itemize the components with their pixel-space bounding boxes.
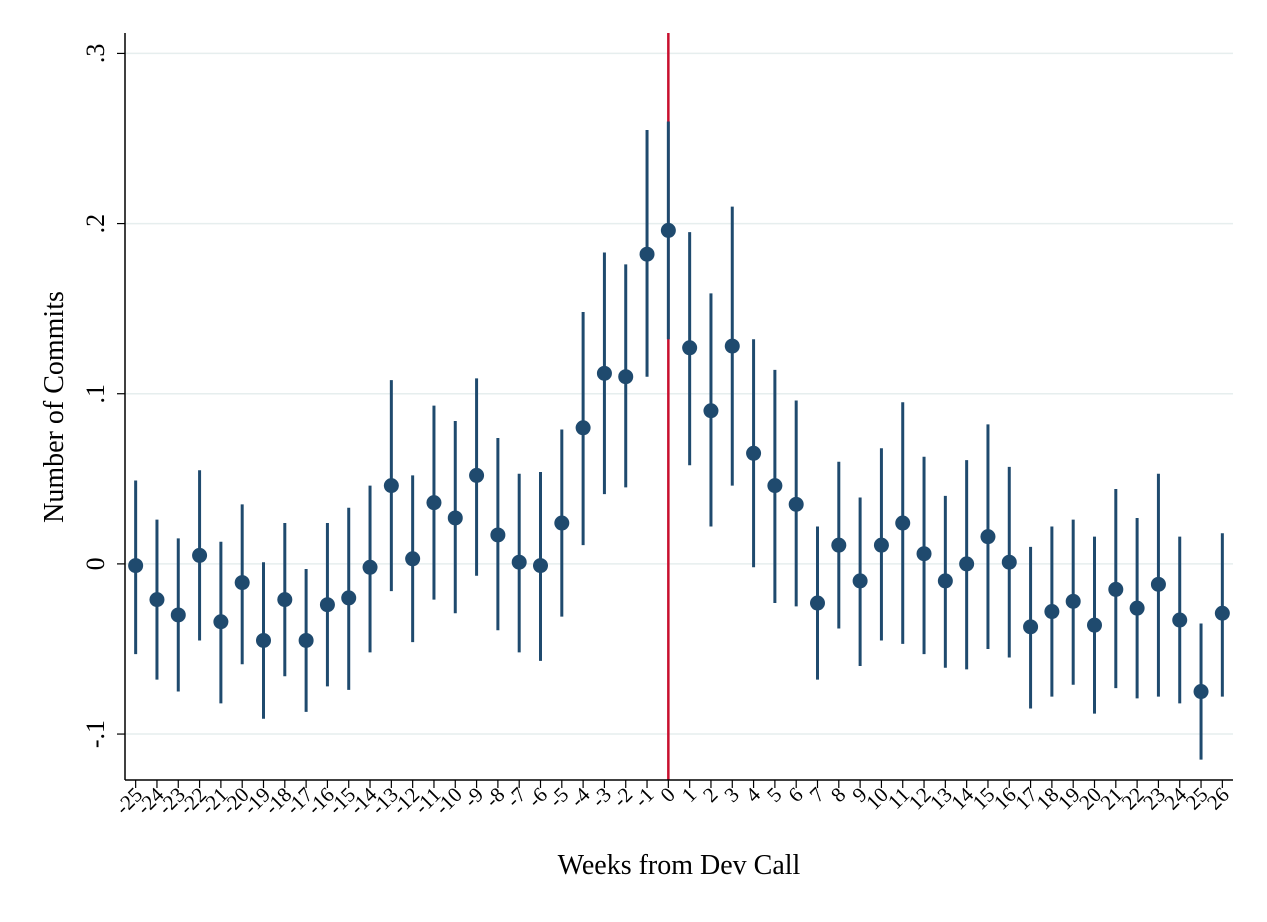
y-tick-label: .2 (81, 214, 110, 234)
point-marker (447, 510, 463, 526)
axes (117, 33, 1233, 788)
point-marker (319, 597, 335, 613)
x-tick-label: 2 (698, 783, 722, 807)
point-marker (213, 614, 229, 630)
point-marker (575, 420, 591, 436)
x-tick-label: 6 (783, 783, 807, 807)
point-marker (511, 554, 527, 570)
point-marker (873, 537, 889, 553)
y-tick-labels: -.1 0 .1 .2 .3 (81, 44, 110, 748)
x-tick-label: 3 (719, 783, 743, 807)
point-marker (703, 403, 719, 419)
point-marker (1129, 600, 1145, 616)
point-marker (1193, 684, 1209, 700)
point-marker (383, 478, 399, 494)
point-marker (1023, 619, 1039, 635)
point-marker (852, 573, 868, 589)
point-marker (746, 445, 762, 461)
point-marker (298, 632, 314, 648)
point-marker (341, 590, 357, 606)
point-marker (128, 558, 144, 574)
point-marker (810, 595, 825, 611)
point-marker (405, 551, 421, 567)
point-marker (682, 340, 698, 356)
point-estimates (128, 222, 1230, 700)
point-marker (490, 527, 506, 543)
confidence-intervals (134, 121, 1224, 760)
point-marker (1044, 604, 1060, 620)
point-marker (1150, 576, 1166, 592)
point-marker (596, 365, 612, 381)
x-tick-label: -1 (629, 783, 658, 812)
x-tick-label: -10 (430, 783, 467, 820)
point-marker (554, 515, 570, 531)
point-marker (895, 515, 911, 531)
y-tick-label: .1 (81, 384, 110, 404)
point-marker (831, 537, 847, 553)
point-marker (618, 369, 634, 385)
y-tick-label: .3 (81, 44, 110, 64)
point-marker (980, 529, 996, 545)
point-marker (660, 222, 676, 238)
point-marker (533, 558, 548, 574)
point-marker (959, 556, 975, 572)
point-marker (937, 573, 953, 589)
point-marker (767, 478, 783, 494)
grid-lines (125, 52, 1233, 735)
y-tick-label: 0 (81, 557, 110, 570)
point-marker (639, 246, 655, 262)
point-marker (256, 632, 271, 648)
y-tick-label: -.1 (81, 720, 110, 748)
point-marker (788, 496, 804, 512)
x-axis-title: Weeks from Dev Call (558, 850, 801, 881)
point-marker (149, 592, 165, 608)
point-marker (426, 495, 442, 511)
point-marker (1108, 581, 1124, 597)
point-marker (277, 592, 293, 608)
x-tick-label: 0 (655, 783, 679, 807)
x-tick-label: 7 (805, 783, 829, 807)
point-marker (916, 546, 932, 562)
x-tick-label: 5 (762, 783, 786, 807)
point-marker (1065, 593, 1081, 609)
point-marker (1087, 617, 1102, 633)
point-marker (724, 338, 740, 354)
point-marker (170, 607, 186, 623)
point-marker (1172, 612, 1188, 628)
point-marker (1214, 605, 1230, 621)
point-marker (234, 575, 250, 591)
x-tick-label: 26 (1202, 783, 1234, 815)
point-marker (1001, 554, 1017, 570)
x-tick-label: 8 (826, 783, 850, 807)
y-axis-title: Number of Commits (39, 291, 70, 523)
x-tick-labels: -25-24-23-22-21-20-19-18-17-16-15-14-13-… (110, 782, 1233, 819)
x-tick-label: 1 (677, 783, 701, 807)
point-marker (469, 467, 485, 483)
point-marker (192, 547, 208, 563)
point-marker (362, 559, 378, 575)
